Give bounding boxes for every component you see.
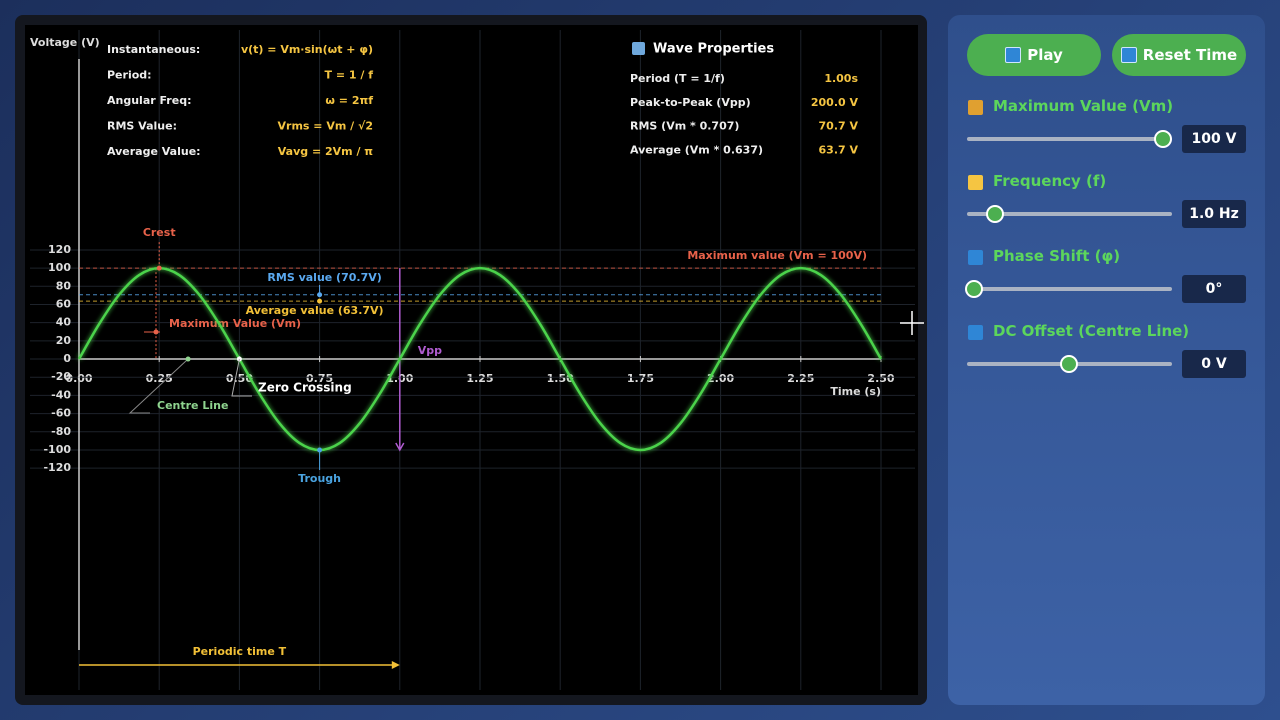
properties-icon <box>632 42 645 55</box>
zero-label: Zero Crossing <box>258 381 352 395</box>
y-tick-label: 80 <box>56 279 72 292</box>
y-tick-label: -120 <box>43 461 71 474</box>
period-annotation: Periodic time T <box>193 645 287 658</box>
chart: 0.00 0.25 0.50 0.75 1.00 1.25 1.50 1.75 2.00 2.25… <box>30 30 924 690</box>
y-tick-label: -100 <box>43 443 71 456</box>
period-arrowhead <box>391 661 400 669</box>
slider-track[interactable] <box>967 287 1172 291</box>
x-tick-label: 2.00 <box>707 372 734 385</box>
property-label: Peak-to-Peak (Vpp) <box>630 96 751 109</box>
chart-panel <box>15 15 927 705</box>
property-label: RMS (Vm * 0.707) <box>630 120 739 133</box>
formula: v(t) = Vm·sin(ωt + φ) <box>241 43 373 56</box>
y-tick-label: -40 <box>51 388 71 401</box>
canvas <box>25 25 918 695</box>
slider-value: 1.0 Hz <box>1182 200 1246 228</box>
x-tick-label: 0.50 <box>226 372 253 385</box>
x-tick-label: 1.25 <box>466 372 493 385</box>
property-value: 63.7 V <box>819 143 859 156</box>
x-tick-label: 0.75 <box>306 372 333 385</box>
x-axis-label: Time (s) <box>830 385 881 398</box>
formula-label: Average Value: <box>107 145 201 158</box>
property-value: 70.7 V <box>819 120 859 133</box>
play-button[interactable]: Play <box>967 34 1101 76</box>
y-tick-label: 60 <box>56 297 72 310</box>
y-tick-label: 120 <box>48 243 71 256</box>
centre-dot <box>185 356 191 362</box>
reset-label: Reset Time <box>1142 46 1238 64</box>
max-anchor <box>153 329 159 335</box>
control-panel: Play Reset Time Maximum Value (Vm) 100 V F… <box>948 15 1265 705</box>
slider-thumb[interactable] <box>986 205 1004 223</box>
cursor <box>900 311 924 335</box>
formula-label: Angular Freq: <box>107 94 191 107</box>
y-tick-label: 100 <box>48 261 71 274</box>
properties-title: Wave Properties <box>653 42 774 57</box>
formula: Vrms = Vm / √2 <box>278 120 373 133</box>
formula: Vavg = 2Vm / π <box>278 145 374 158</box>
zero-leader <box>231 358 252 397</box>
slider-icon <box>968 175 983 190</box>
formula: ω = 2πf <box>325 94 373 107</box>
play-label: Play <box>1027 46 1063 64</box>
property-value: 200.0 V <box>811 96 859 109</box>
slider-value: 0° <box>1182 275 1246 303</box>
x-tick-label: 2.50 <box>867 372 894 385</box>
y-tick-label: 20 <box>56 334 72 347</box>
slider-track[interactable] <box>967 137 1172 141</box>
slider-label: Frequency (f) <box>993 172 1107 190</box>
vpp-arrowhead <box>395 442 405 452</box>
slider-track[interactable] <box>967 212 1172 216</box>
slider-thumb[interactable] <box>965 280 983 298</box>
vpp-label: Vpp <box>418 344 442 357</box>
x-tick-label: 1.75 <box>627 372 654 385</box>
centre-leader <box>128 358 189 414</box>
rms-label: RMS value (70.7V) <box>267 271 381 284</box>
trough-label: Trough <box>298 472 341 485</box>
reset-button[interactable]: Reset Time <box>1112 34 1246 76</box>
formula-label: Period: <box>107 69 152 82</box>
y-tick-label: -20 <box>51 370 71 383</box>
slider-label: DC Offset (Centre Line) <box>993 322 1190 340</box>
max-annotation: Maximum Value (Vm) <box>169 317 301 330</box>
x-tick-label: 0.25 <box>146 372 173 385</box>
crest-label: Crest <box>143 226 176 239</box>
formula: T = 1 / f <box>325 69 374 82</box>
slider-label: Maximum Value (Vm) <box>993 97 1174 115</box>
y-tick-label: -60 <box>51 407 71 420</box>
y-tick-label: -80 <box>51 425 71 438</box>
max-label: Maximum value (Vm = 100V) <box>687 249 867 262</box>
play-icon <box>1005 47 1022 63</box>
centre-annotation: Centre Line <box>157 399 228 412</box>
x-tick-label: 2.25 <box>787 372 814 385</box>
x-tick-label: 1.50 <box>547 372 574 385</box>
property-label: Period (T = 1/f) <box>630 72 725 85</box>
y-axis-label: Voltage (V) <box>30 36 100 49</box>
slider-value: 0 V <box>1182 350 1246 378</box>
slider-thumb[interactable] <box>1154 130 1172 148</box>
y-tick-label: 0 <box>63 352 71 365</box>
wave-line <box>77 266 883 452</box>
avg-label: Average value (63.7V) <box>246 304 384 317</box>
slider-label: Phase Shift (φ) <box>993 247 1121 265</box>
y-tick-label: 40 <box>56 316 72 329</box>
formula-label: RMS Value: <box>107 120 177 133</box>
property-label: Average (Vm * 0.637) <box>630 143 763 156</box>
slider-icon <box>968 250 983 265</box>
property-value: 1.00s <box>824 72 858 85</box>
slider-value: 100 V <box>1182 125 1246 153</box>
reset-icon <box>1120 47 1137 63</box>
slider-icon <box>968 325 983 340</box>
slider-icon <box>968 100 983 115</box>
slider-thumb[interactable] <box>1060 355 1078 373</box>
formula-label: Instantaneous: <box>107 43 200 56</box>
avg-dot <box>317 298 323 304</box>
